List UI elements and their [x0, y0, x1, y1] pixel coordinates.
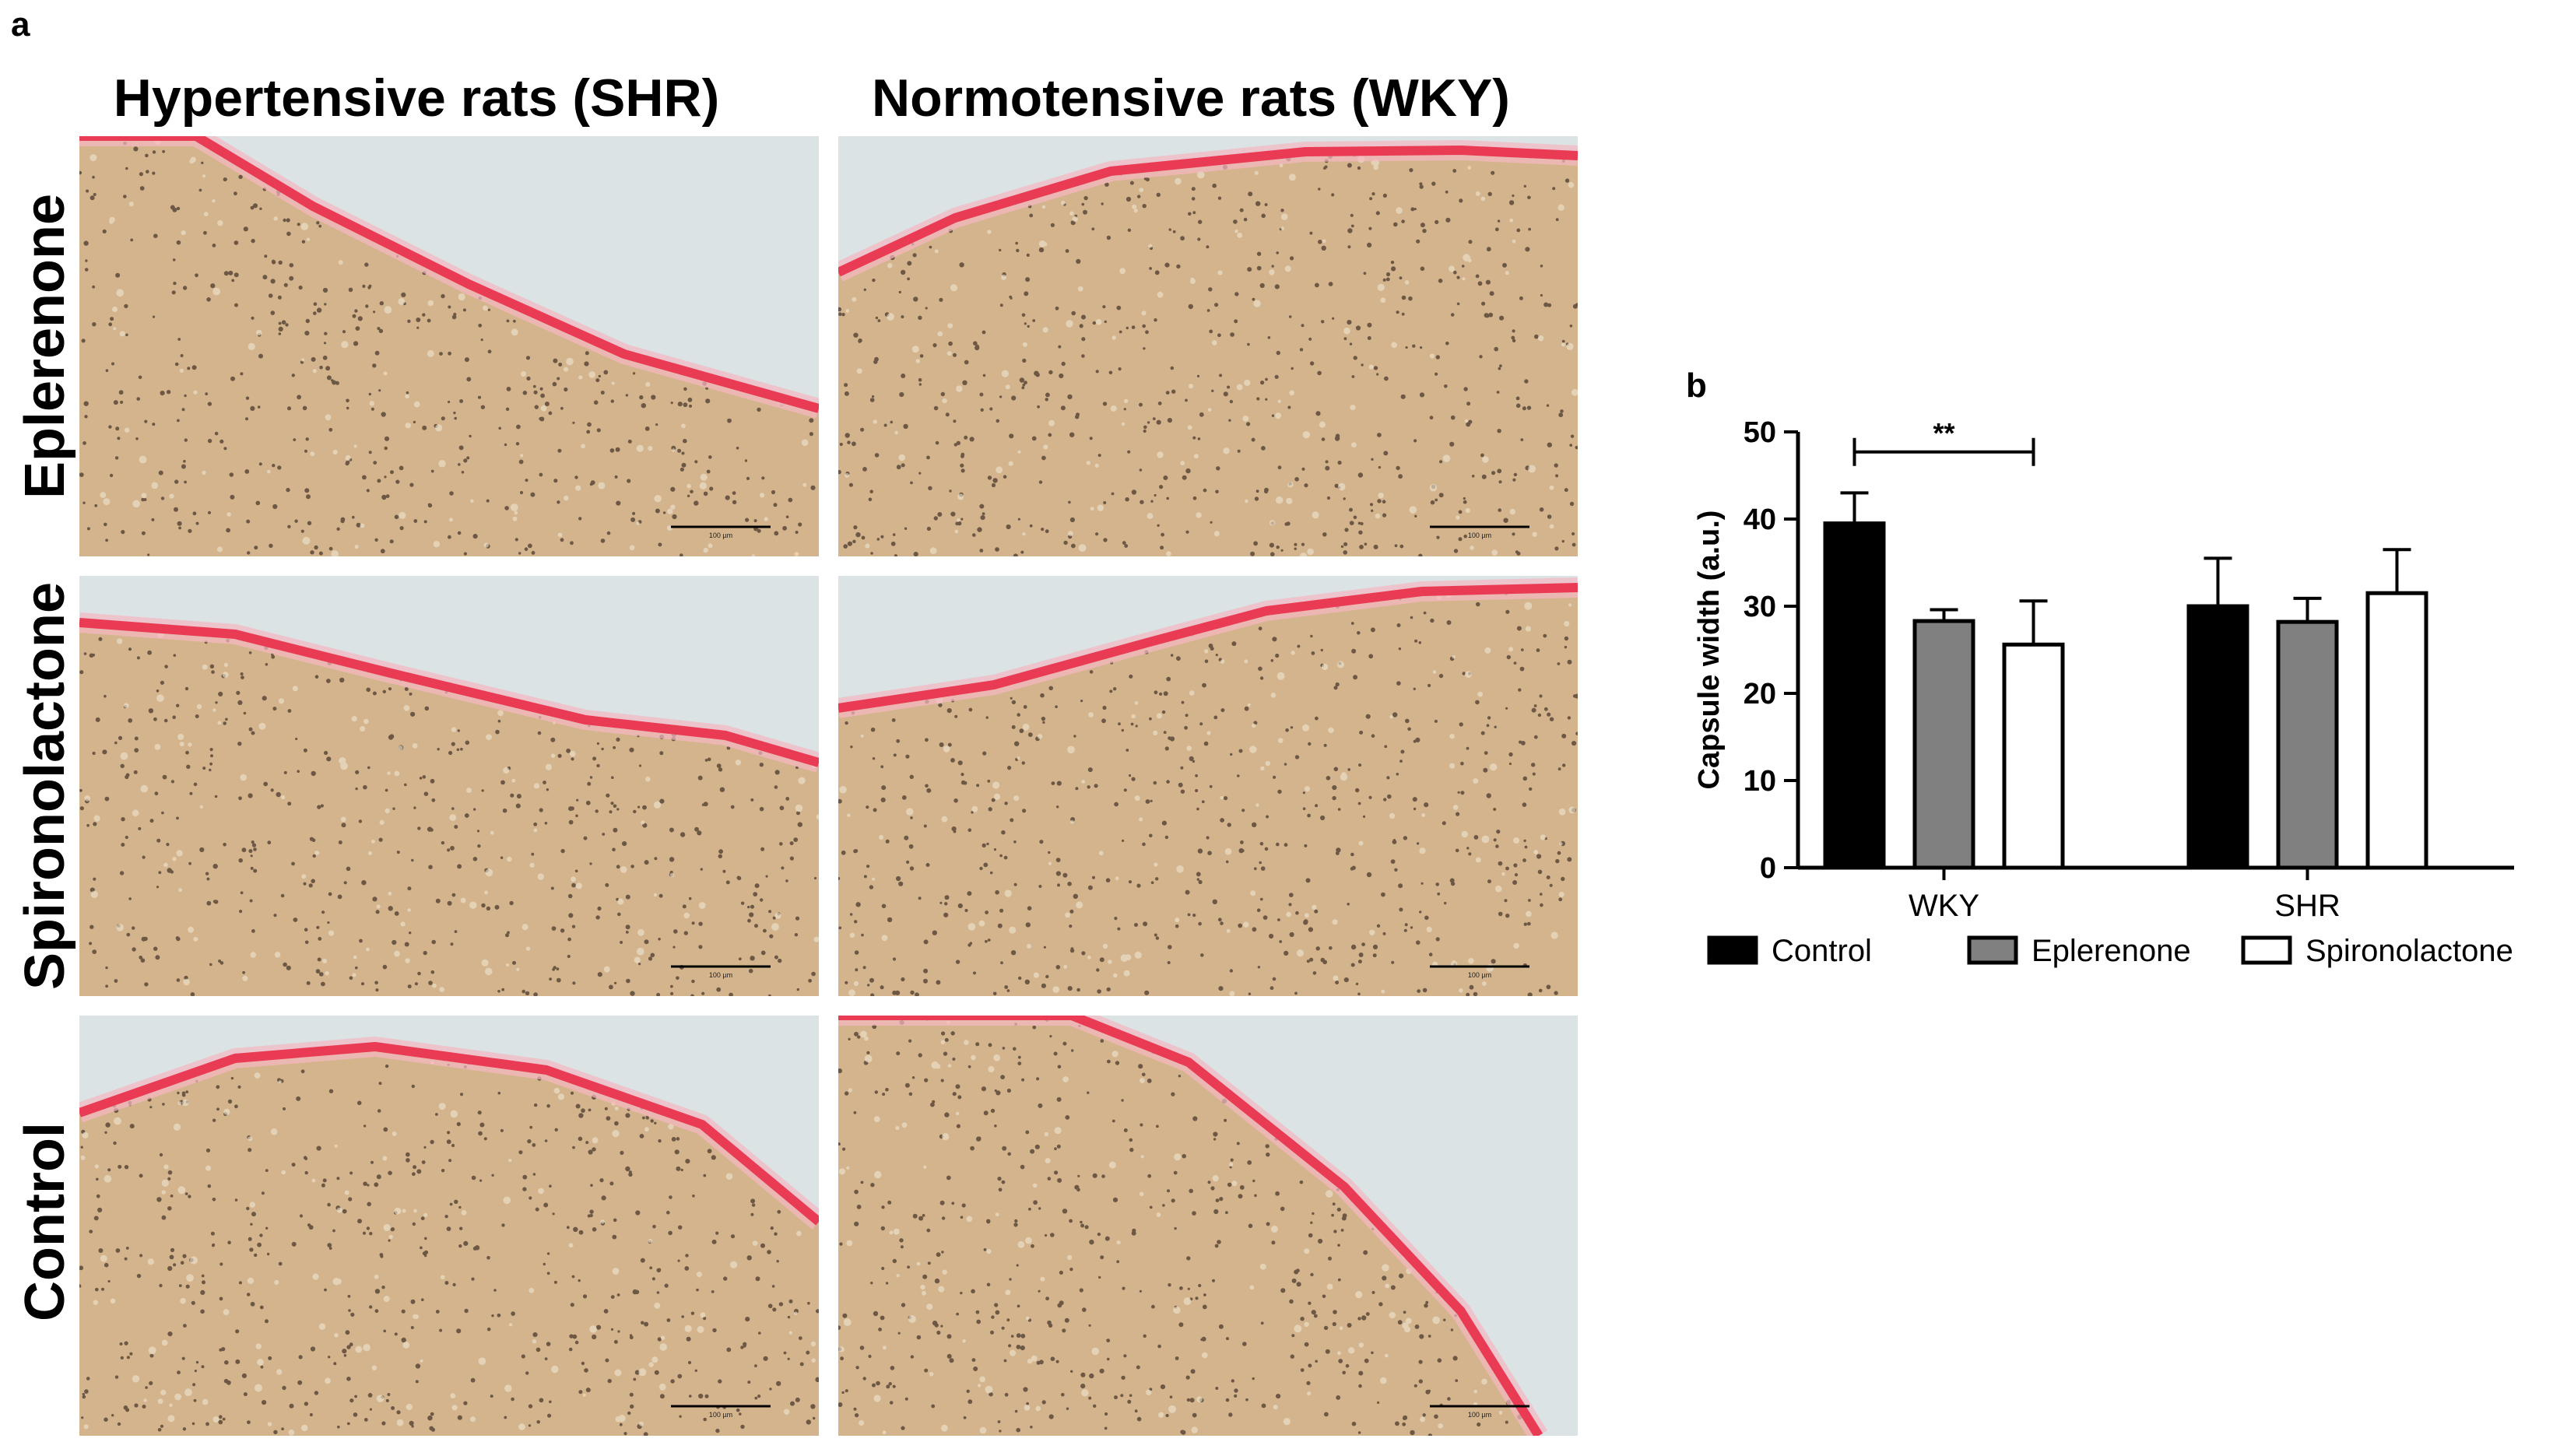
significance-bracket: ** — [1852, 417, 2035, 466]
panel-b-label: b — [1686, 367, 1707, 405]
svg-text:100 µm: 100 µm — [709, 971, 732, 979]
scale-bar: 100 µm — [671, 1405, 771, 1419]
svg-text:100 µm: 100 µm — [709, 1411, 732, 1419]
scale-bar: 100 µm — [1430, 525, 1529, 539]
svg-text:100 µm: 100 µm — [709, 532, 732, 539]
column-title-wky: Normotensive rats (WKY) — [872, 68, 1510, 128]
svg-text:100 µm: 100 µm — [1468, 971, 1491, 979]
x-tick-label: WKY — [1909, 889, 1979, 923]
svg-text:100 µm: 100 µm — [1468, 532, 1491, 539]
svg-text:100 µm: 100 µm — [1468, 1411, 1491, 1419]
micrograph-shr-spironolactone: 100 µm — [79, 576, 819, 996]
bar-wky-control — [1823, 521, 1886, 870]
y-tick-label: 40 — [1744, 503, 1776, 536]
micrograph-shr-control: 100 µm — [79, 1016, 819, 1436]
svg-text:Control: Control — [1772, 934, 1872, 968]
micrograph-shr-eplerenone: 100 µm — [79, 136, 819, 556]
row-label-eplerenone: Eplerenone — [14, 193, 76, 500]
micrograph-wky-control: 100 µm — [838, 1016, 1578, 1436]
svg-text:Spironolactone: Spironolactone — [2305, 934, 2513, 968]
significance-label: ** — [1933, 417, 1954, 449]
x-tick-label: SHR — [2274, 889, 2340, 923]
svg-text:Eplerenone: Eplerenone — [2032, 934, 2191, 968]
y-tick-label: 20 — [1744, 678, 1776, 710]
panel-a-label: a — [11, 5, 30, 44]
y-tick-label: 30 — [1744, 591, 1776, 623]
bar-wky-spironolactone — [2002, 642, 2065, 870]
y-tick-label: 10 — [1744, 765, 1776, 798]
legend-item-control: Control — [1707, 934, 1872, 968]
scale-bar: 100 µm — [671, 525, 771, 539]
legend-item-spironolactone: Spironolactone — [2241, 934, 2513, 968]
row-label-spironolactone: Spironolactone — [14, 581, 76, 991]
bar-shr-control — [2186, 604, 2249, 870]
scale-bar: 100 µm — [1430, 1405, 1529, 1419]
scale-bar: 100 µm — [671, 965, 771, 979]
row-label-control: Control — [14, 1122, 76, 1321]
capsule-width-bar-chart: b 0 10 20 30 40 50 Capsule width (a.u.) WKY SHR *… — [1686, 367, 2514, 968]
bar-wky-eplerenone — [1912, 619, 1975, 870]
bar-shr-spironolactone — [2365, 591, 2428, 870]
bar-shr-eplerenone — [2276, 619, 2339, 870]
legend-item-eplerenone: Eplerenone — [1967, 934, 2191, 968]
micrograph-wky-spironolactone: 100 µm — [838, 576, 1578, 996]
column-title-shr: Hypertensive rats (SHR) — [113, 68, 720, 128]
scale-bar: 100 µm — [1430, 965, 1529, 979]
y-axis-label: Capsule width (a.u.) — [1693, 510, 1726, 790]
y-tick-label: 0 — [1760, 852, 1776, 885]
y-tick-label: 50 — [1744, 416, 1776, 449]
micrograph-wky-eplerenone: 100 µm — [838, 136, 1578, 556]
